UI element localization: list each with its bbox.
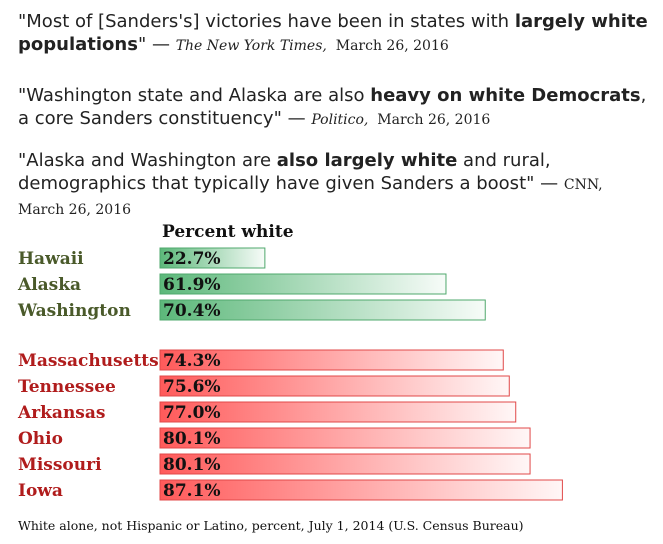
bar [159,427,531,449]
value-label: 75.6% [163,377,221,397]
quote-text: "Most of [Sanders's] victories have been… [18,11,515,32]
quote-text-end: and rural, demographics that typically h… [18,150,559,194]
bar [159,375,510,397]
quote-cnn: "Alaska and Washington are also largely … [18,149,648,222]
quote-source: CNN, March 26, 2016 [18,177,603,218]
category-label: Hawaii [18,249,84,269]
bar [159,349,504,371]
value-label: 80.1% [163,429,221,449]
value-label: 61.9% [163,275,221,295]
category-label: Ohio [18,429,63,449]
quote-text-end: , a core Sanders constituency" — [18,85,647,129]
quote-text: "Washington state and Alaska are also [18,85,371,106]
category-label: Arkansas [17,403,105,423]
quote-text-end: " — [137,34,170,55]
category-label: Washington [17,301,131,321]
category-label: Missouri [18,455,102,475]
footnote: White alone, not Hispanic or Latino, per… [18,518,524,533]
quote-date: March 26, 2016 [335,38,449,54]
quote-emphasis: also largely white [276,150,458,171]
value-label: 77.0% [163,403,221,423]
bar [159,453,531,475]
value-label: 74.3% [163,351,221,371]
value-label: 70.4% [163,301,221,321]
category-label: Massachusetts [18,351,159,371]
quote-date: March 26, 2016 [377,112,491,128]
quote-emphasis: largely white populations [18,11,648,55]
quote-nyt: "Most of [Sanders's] victories have been… [18,10,648,58]
value-label: 22.7% [163,249,221,269]
bar [159,401,517,423]
bar [159,273,447,295]
quote-source: The New York Times, [175,38,327,54]
category-label: Alaska [17,275,81,295]
bar [159,299,486,321]
category-label: Tennessee [18,377,116,397]
category-label: Iowa [18,481,63,501]
quote-source: Politico, [311,112,369,128]
value-label: 80.1% [163,455,221,475]
bar [159,247,266,269]
chart-title: Percent white [162,222,294,242]
value-label: 87.1% [163,481,221,501]
quote-emphasis: heavy on white Democrats [370,85,641,106]
quote-politico: "Washington state and Alaska are also he… [18,84,648,132]
bar [159,479,563,501]
quote-text: "Alaska and Washington are [18,150,277,171]
